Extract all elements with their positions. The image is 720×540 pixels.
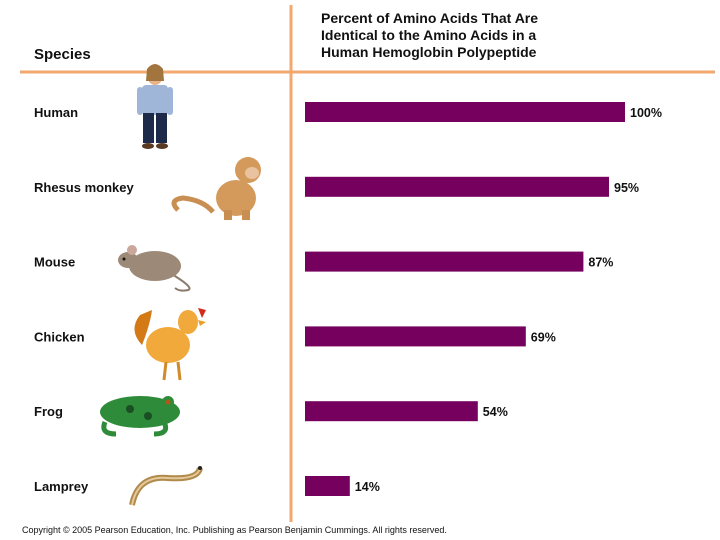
category-header: Species: [34, 46, 91, 63]
bar: [305, 326, 526, 347]
value-label: 69%: [531, 330, 556, 344]
value-label: 54%: [483, 405, 508, 419]
bar: [305, 102, 625, 122]
category-label: Frog: [34, 404, 63, 419]
human-icon: [137, 64, 173, 149]
lamprey-icon: [129, 466, 203, 506]
value-label: 95%: [614, 181, 639, 195]
mouse-icon: [118, 245, 191, 292]
monkey-icon: [171, 157, 261, 220]
bar: [305, 401, 478, 422]
category-label: Chicken: [34, 329, 85, 344]
bar: [305, 176, 609, 197]
value-label: 100%: [630, 106, 662, 120]
chart-title-line-1: Percent of Amino Acids That Are: [321, 10, 538, 26]
chart-title-line-2: Identical to the Amino Acids in a: [321, 27, 536, 43]
frog-icon: [100, 396, 180, 437]
bar: [305, 251, 584, 272]
bar: [305, 476, 350, 496]
value-label: 87%: [588, 256, 613, 270]
category-label: Mouse: [34, 255, 75, 270]
category-label: Rhesus monkey: [34, 180, 134, 195]
value-label: 14%: [355, 480, 380, 494]
copyright-text: Copyright © 2005 Pearson Education, Inc.…: [22, 525, 447, 535]
chicken-icon: [134, 308, 206, 381]
chart-title-line-3: Human Hemoglobin Polypeptide: [321, 44, 537, 60]
category-label: Lamprey: [34, 479, 89, 494]
category-label: Human: [34, 105, 78, 120]
